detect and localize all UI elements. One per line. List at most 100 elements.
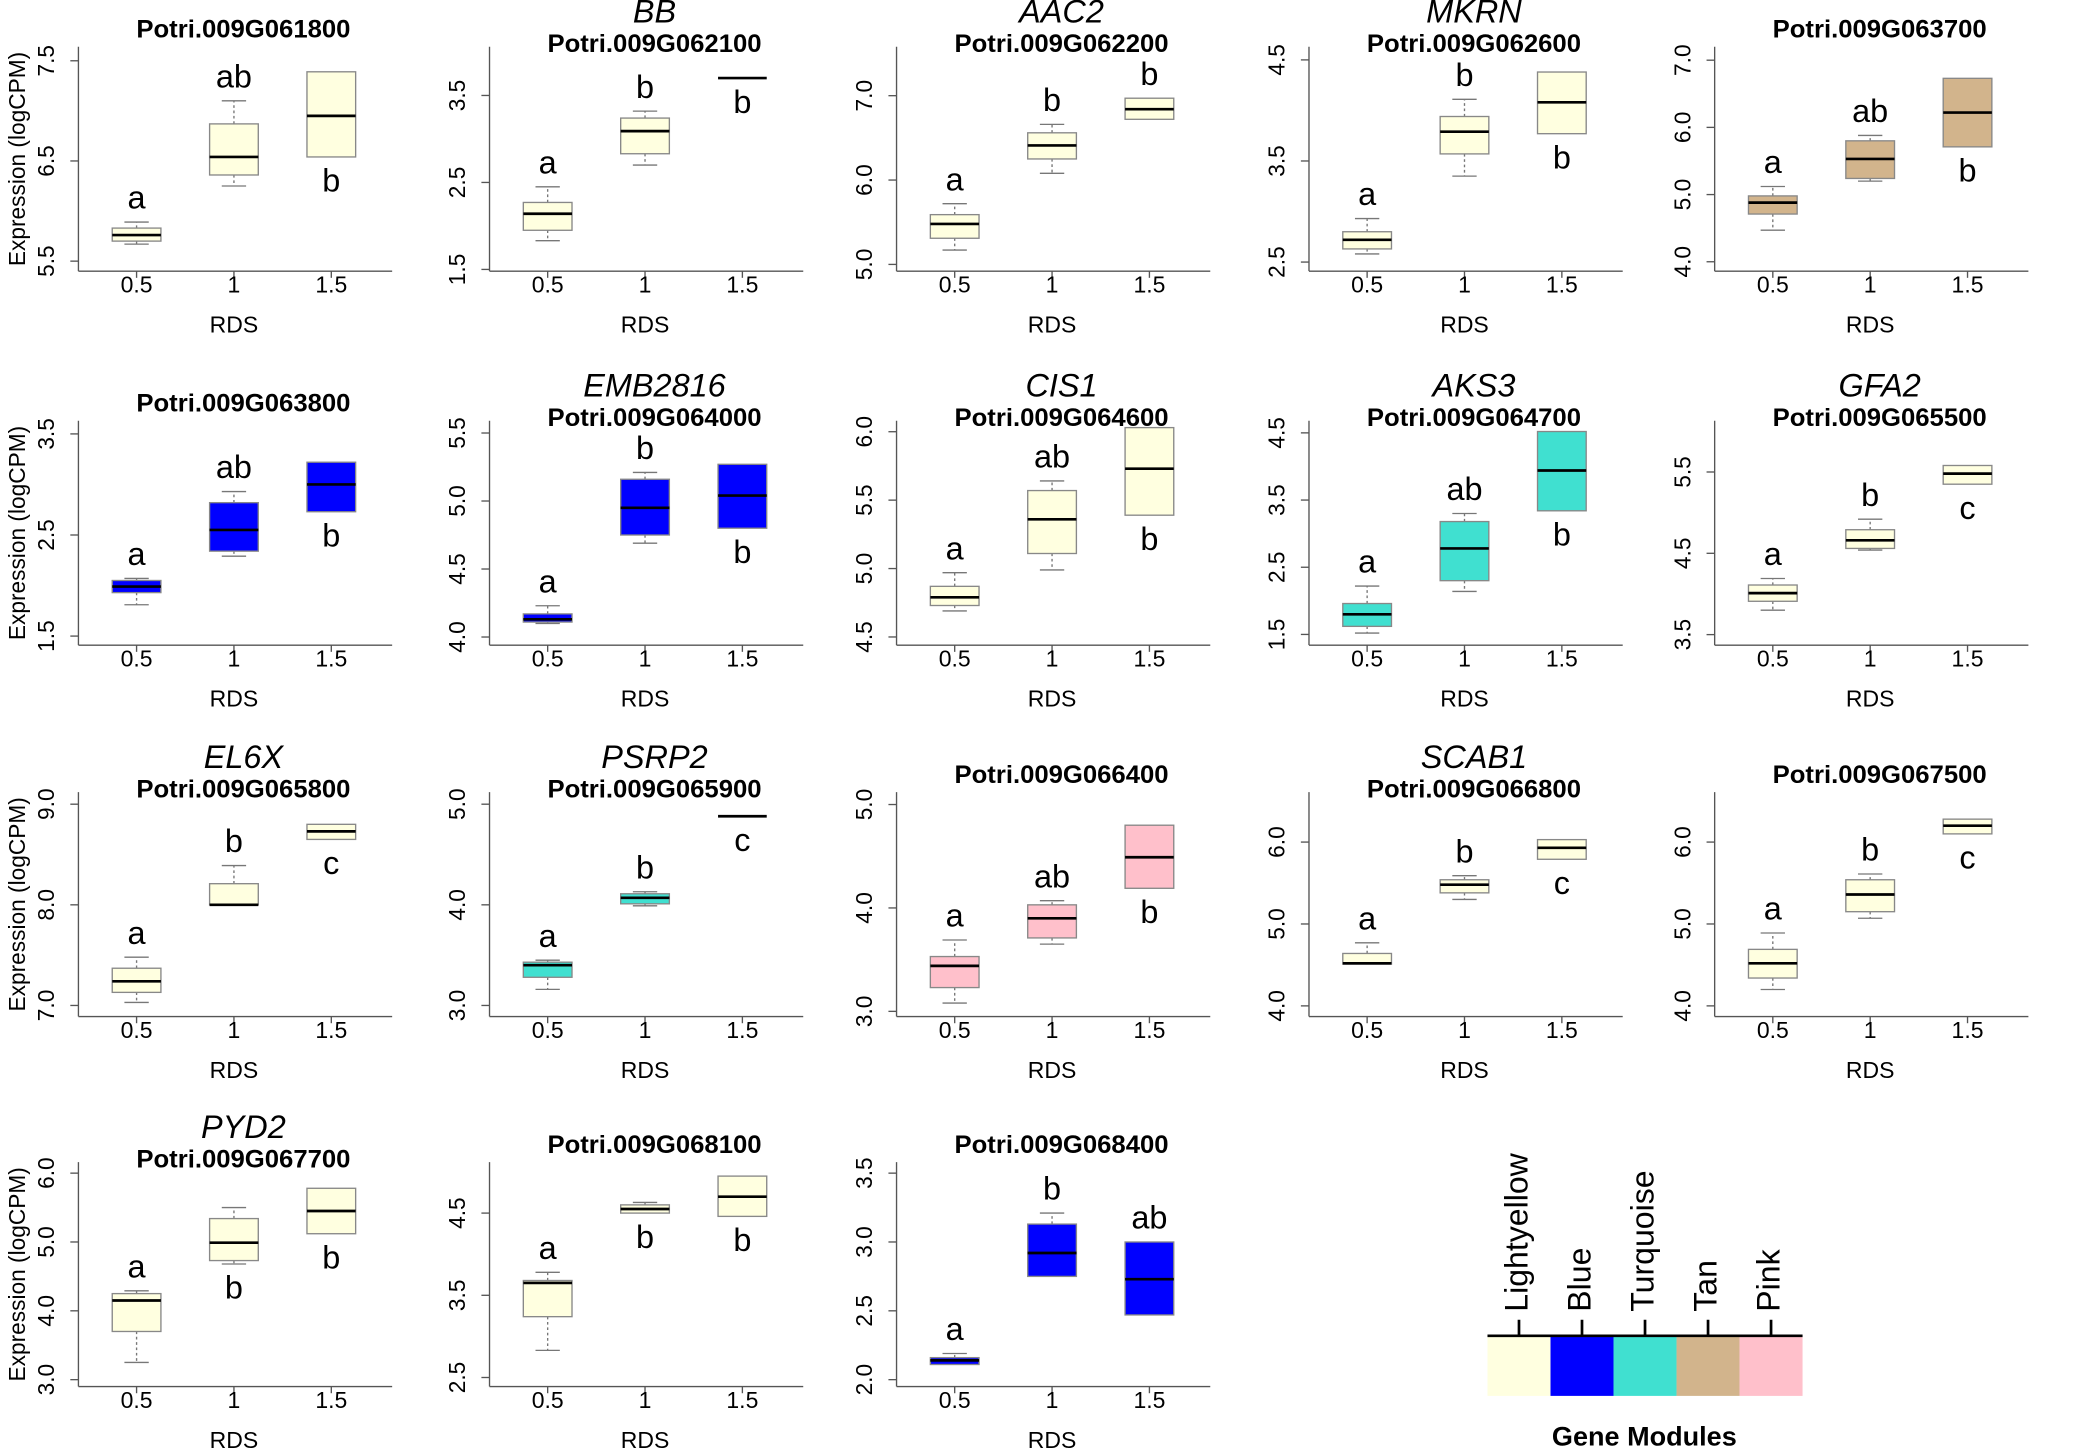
x-tick-label: 0.5 xyxy=(532,272,564,298)
x-axis-label: RDS xyxy=(1440,312,1488,338)
y-tick-label: 6.0 xyxy=(851,164,877,196)
box xyxy=(208,1217,259,1262)
x-axis-label: RDS xyxy=(1846,1057,1894,1083)
significance-letter: ab xyxy=(1131,1200,1167,1236)
legend-swatch xyxy=(1487,1335,1551,1396)
x-tick-label: 0.5 xyxy=(939,1017,971,1043)
significance-letter: c xyxy=(1554,865,1570,901)
x-tick-label: 1.5 xyxy=(726,272,758,298)
legend-title: Gene Modules xyxy=(1552,1421,1737,1451)
box xyxy=(208,883,259,906)
significance-letter: ab xyxy=(1446,471,1482,507)
panel-title: Potri.009G062600 xyxy=(1367,30,1581,58)
y-tick-label: 4.0 xyxy=(1669,246,1695,278)
x-axis-label: RDS xyxy=(210,1057,258,1083)
x-tick-label: 0.5 xyxy=(939,646,971,672)
x-tick-label: 1 xyxy=(639,1387,652,1413)
box xyxy=(929,213,980,239)
gene-name: EMB2816 xyxy=(583,368,726,404)
x-tick-label: 1.5 xyxy=(1546,272,1578,298)
x-axis-label: RDS xyxy=(1440,1057,1488,1083)
significance-letter: a xyxy=(946,898,964,934)
y-tick-label: 5.5 xyxy=(444,417,470,449)
x-tick-label: 1 xyxy=(1458,272,1471,298)
box xyxy=(620,117,671,155)
significance-letter: b xyxy=(1140,56,1158,92)
x-tick-label: 0.5 xyxy=(1351,646,1383,672)
y-tick-label: 4.0 xyxy=(1669,990,1695,1022)
significance-letter: b xyxy=(636,850,654,886)
significance-letter: b xyxy=(225,1270,243,1306)
gene-name: AKS3 xyxy=(1430,368,1515,404)
y-tick-label: 5.0 xyxy=(851,553,877,585)
gene-name: EL6X xyxy=(204,739,285,775)
y-tick-label: 4.5 xyxy=(1264,417,1290,449)
x-tick-label: 1 xyxy=(1864,272,1877,298)
x-tick-label: 1.5 xyxy=(1952,272,1984,298)
significance-letter: a xyxy=(946,1311,964,1347)
y-tick-label: 6.5 xyxy=(33,145,59,177)
significance-letter: b xyxy=(1140,521,1158,557)
panel-title: Potri.009G063800 xyxy=(136,390,350,418)
gene-name: PYD2 xyxy=(201,1109,286,1145)
box xyxy=(208,501,259,552)
gene-name: GFA2 xyxy=(1838,368,1920,404)
x-tick-label: 1 xyxy=(228,1387,241,1413)
y-tick-label: 5.0 xyxy=(851,789,877,821)
significance-letter: b xyxy=(322,518,340,554)
significance-letter: a xyxy=(539,145,557,181)
panel-title: Potri.009G067500 xyxy=(1773,761,1987,789)
box xyxy=(1439,879,1490,894)
significance-letter: b xyxy=(1043,82,1061,118)
panel-title: Potri.009G068100 xyxy=(547,1131,761,1159)
x-tick-label: 1.5 xyxy=(1133,272,1165,298)
y-tick-label: 5.5 xyxy=(33,245,59,277)
y-tick-label: 4.5 xyxy=(444,1197,470,1229)
x-tick-label: 1 xyxy=(1864,1017,1877,1043)
x-tick-label: 0.5 xyxy=(121,1387,153,1413)
panel-title: Potri.009G064000 xyxy=(547,404,761,432)
x-tick-label: 1 xyxy=(639,272,652,298)
significance-letter: a xyxy=(128,1249,146,1285)
x-tick-label: 0.5 xyxy=(532,1017,564,1043)
y-tick-label: 6.0 xyxy=(1669,826,1695,858)
y-tick-label: 6.0 xyxy=(33,1157,59,1189)
significance-letter: ab xyxy=(1034,439,1070,475)
x-axis-label: RDS xyxy=(210,1427,258,1453)
y-tick-label: 3.0 xyxy=(33,1364,59,1396)
significance-letter: a xyxy=(1358,544,1376,580)
panel-title: Potri.009G067700 xyxy=(136,1146,350,1174)
y-tick-label: 2.5 xyxy=(444,167,470,199)
significance-letter: a xyxy=(1764,144,1782,180)
x-axis-label: RDS xyxy=(621,1427,669,1453)
x-tick-label: 0.5 xyxy=(532,646,564,672)
gene-name: SCAB1 xyxy=(1421,739,1527,775)
x-tick-label: 1 xyxy=(228,1017,241,1043)
x-axis-label: RDS xyxy=(1028,686,1076,712)
legend-swatch xyxy=(1676,1335,1740,1396)
significance-letter: c xyxy=(734,822,750,858)
x-axis-label: RDS xyxy=(210,686,258,712)
y-tick-label: 7.0 xyxy=(33,990,59,1022)
y-tick-label: 4.5 xyxy=(851,621,877,653)
x-tick-label: 0.5 xyxy=(121,646,153,672)
box xyxy=(1536,838,1587,860)
x-tick-label: 1.5 xyxy=(315,646,347,672)
box xyxy=(1027,904,1078,939)
y-tick-label: 2.5 xyxy=(444,1362,470,1394)
y-tick-label: 5.5 xyxy=(851,484,877,516)
significance-letter: a xyxy=(1358,901,1376,937)
significance-letter: a xyxy=(128,536,146,572)
panel-title: Potri.009G065800 xyxy=(136,776,350,804)
y-tick-label: 2.5 xyxy=(1264,246,1290,278)
panel-title: Potri.009G065500 xyxy=(1773,404,1987,432)
legend-label: Pink xyxy=(1750,1249,1786,1312)
legend-label: Turquoise xyxy=(1624,1170,1660,1311)
y-tick-label: 3.5 xyxy=(1264,145,1290,177)
significance-letter: a xyxy=(946,161,964,197)
x-tick-label: 0.5 xyxy=(1351,1017,1383,1043)
significance-letter: ab xyxy=(216,59,252,95)
x-tick-label: 1.5 xyxy=(315,272,347,298)
